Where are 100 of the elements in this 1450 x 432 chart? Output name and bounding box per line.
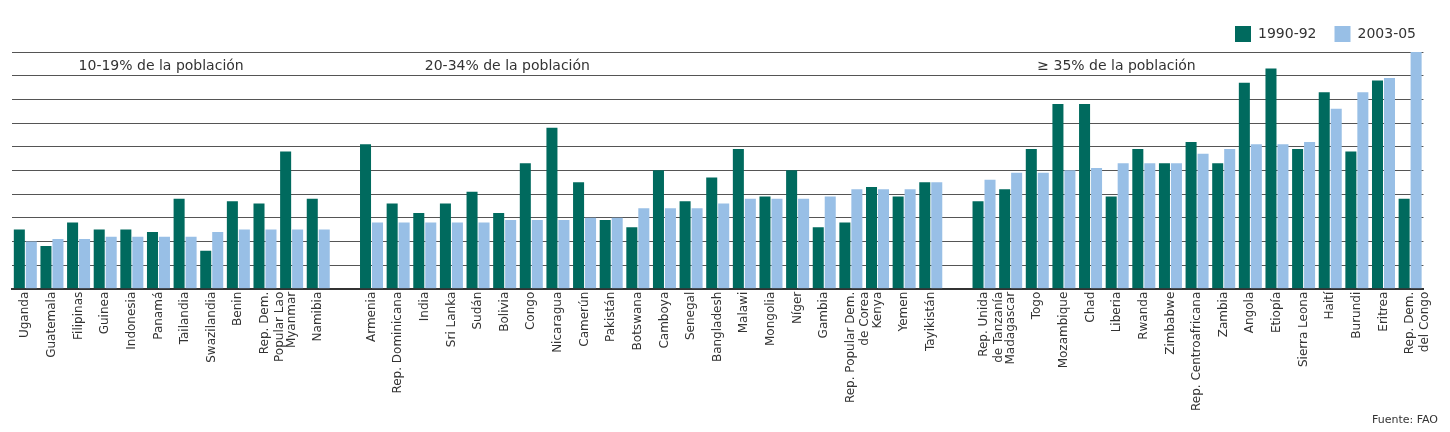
bar xyxy=(158,236,170,289)
bar xyxy=(892,196,904,289)
bar xyxy=(546,127,558,289)
bar xyxy=(280,151,292,289)
bar xyxy=(1197,153,1209,289)
bar xyxy=(771,198,783,289)
x-tick-label: Camboya xyxy=(656,291,671,349)
bar xyxy=(798,198,810,289)
bar xyxy=(744,198,756,289)
x-tick-label: Chad xyxy=(1082,291,1097,323)
bar xyxy=(573,182,585,289)
legend-label: 1990-92 xyxy=(1258,24,1317,41)
x-tick-label: Rep. Dem. del Congo xyxy=(1402,291,1431,355)
bar xyxy=(1212,163,1224,289)
x-tick-label: Rwanda xyxy=(1135,291,1150,340)
bar xyxy=(386,203,398,289)
x-tick-label: Haití xyxy=(1322,291,1337,320)
x-tick-label: Panamá xyxy=(150,291,165,340)
bar xyxy=(13,229,25,289)
x-tick-label: Armenia xyxy=(363,291,378,343)
bar xyxy=(679,201,691,289)
bar xyxy=(1091,168,1103,289)
x-tick-label: Camerún xyxy=(576,291,591,347)
x-tick-label: Gambia xyxy=(816,291,831,339)
bar xyxy=(25,241,37,289)
x-tick-label: Senegal xyxy=(683,291,698,341)
bar xyxy=(664,208,676,289)
x-tick-label: Zimbabwe xyxy=(1162,291,1177,355)
bar xyxy=(52,239,64,289)
x-tick-label: Rep. Centroafricana xyxy=(1189,291,1204,412)
bar xyxy=(398,222,410,289)
bar xyxy=(1345,151,1357,289)
bar xyxy=(1292,149,1304,289)
bar xyxy=(253,203,265,289)
bar xyxy=(1064,170,1076,289)
bar xyxy=(531,220,543,289)
bar xyxy=(200,250,212,289)
bar xyxy=(1371,80,1384,289)
x-tick-label: Mongolia xyxy=(763,291,778,347)
bar xyxy=(360,144,372,289)
x-tick-label: Guinea xyxy=(97,291,112,335)
bar xyxy=(1132,149,1144,289)
bar xyxy=(1304,141,1316,289)
x-tick-label: Namibia xyxy=(310,291,325,342)
bar xyxy=(1011,172,1023,289)
bar xyxy=(1079,104,1091,289)
x-tick-label: Bangladesh xyxy=(709,291,724,363)
bar xyxy=(1224,149,1236,289)
bar xyxy=(212,231,224,289)
bar xyxy=(40,246,52,289)
x-tick-label: Tayikistán xyxy=(922,291,937,353)
bar xyxy=(558,220,570,289)
bar xyxy=(1318,92,1330,289)
bar xyxy=(478,222,490,289)
x-tick-label: Sierra Leona xyxy=(1295,291,1310,368)
bar xyxy=(839,222,851,289)
bar xyxy=(146,231,158,289)
bar xyxy=(1117,163,1129,289)
bar xyxy=(1330,108,1342,289)
bar xyxy=(505,220,517,289)
bar xyxy=(931,182,943,289)
x-tick-label: Filipinas xyxy=(70,291,85,340)
x-tick-label: Angola xyxy=(1242,291,1257,334)
bar xyxy=(238,229,250,289)
x-tick-label: Bolivia xyxy=(496,291,511,332)
bar xyxy=(67,222,79,289)
source-note: Fuente: FAO xyxy=(1371,412,1439,426)
x-tick-label: Guatemala xyxy=(44,291,59,358)
bar xyxy=(732,149,744,289)
bar xyxy=(1383,78,1395,289)
bar xyxy=(318,229,330,289)
bar xyxy=(1250,144,1262,289)
x-tick-label: Rep. Unida de Tanzanía xyxy=(976,291,1005,363)
x-tick-label: Indonesia xyxy=(123,291,138,350)
bar xyxy=(824,196,836,289)
x-tick-label: Kenya xyxy=(869,291,884,329)
x-tick-label: Congo xyxy=(523,291,538,331)
bar xyxy=(493,212,505,289)
annotation: 20-34% de la población xyxy=(424,56,590,73)
x-tick-label: Mozambique xyxy=(1056,291,1071,369)
bar xyxy=(691,208,703,289)
x-tick-label: Etiopía xyxy=(1269,291,1284,334)
bar xyxy=(439,203,451,289)
bar xyxy=(519,163,531,289)
bar xyxy=(652,170,664,289)
bar xyxy=(79,239,91,289)
bar xyxy=(306,198,318,289)
bar xyxy=(972,201,984,289)
bar xyxy=(611,217,623,289)
bar xyxy=(466,191,478,289)
bar xyxy=(413,212,425,289)
bar xyxy=(984,179,996,289)
bar xyxy=(599,220,611,289)
bar xyxy=(1158,163,1170,289)
bar xyxy=(1052,104,1064,289)
bar xyxy=(812,227,824,289)
x-tick-label: Benin xyxy=(230,291,245,326)
bar xyxy=(292,229,304,289)
bar xyxy=(1265,68,1277,289)
x-tick-label: Tailandia xyxy=(177,291,192,346)
